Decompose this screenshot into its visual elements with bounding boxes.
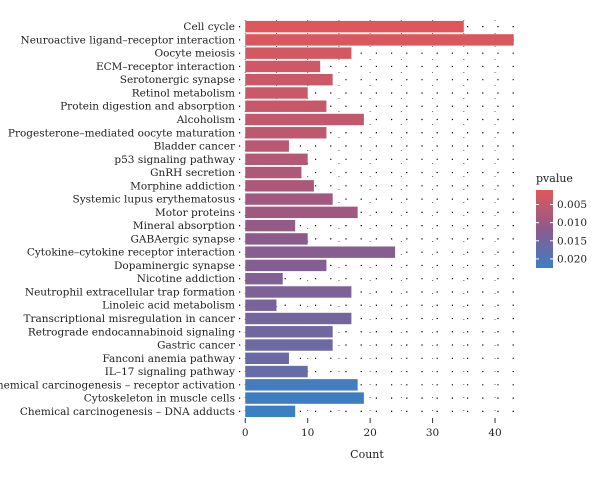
legend-tick-label: 0.010 xyxy=(557,217,587,229)
category-label: Transcriptional misregulation in cancer xyxy=(23,313,236,325)
bar xyxy=(245,365,308,378)
x-tick-label: 10 xyxy=(301,427,314,439)
bar xyxy=(245,153,308,166)
bar xyxy=(245,20,464,33)
category-label: Retinol metabolism xyxy=(132,87,235,99)
legend-title: pvalue xyxy=(536,172,573,185)
legend-tick-label: 0.015 xyxy=(557,235,587,247)
category-label: Cytoskeleton in muscle cells xyxy=(84,393,235,405)
category-label: Fanconi anemia pathway xyxy=(102,353,235,365)
category-label: Progesterone–mediated oocyte maturation xyxy=(8,127,235,139)
x-tick-label: 30 xyxy=(426,427,439,439)
bar xyxy=(245,326,333,338)
category-label: Oocyte meiosis xyxy=(155,48,236,60)
category-label: Protein digestion and absorption xyxy=(60,101,235,113)
category-label: Retrograde endocannabinoid signaling xyxy=(28,326,235,338)
bar xyxy=(245,140,289,152)
x-tick-label: 40 xyxy=(488,427,501,439)
bar xyxy=(245,47,352,59)
category-label: Serotonergic synapse xyxy=(120,74,235,86)
bar xyxy=(245,233,308,245)
category-label: Neuroactive ligand–receptor interaction xyxy=(21,34,236,46)
bar xyxy=(245,339,333,351)
bar-layer xyxy=(245,20,514,418)
category-label: Dopaminergic synapse xyxy=(114,260,235,272)
bar xyxy=(245,299,277,311)
bar xyxy=(245,87,308,99)
category-label: Motor proteins xyxy=(155,207,235,219)
category-label: Morphine addiction xyxy=(130,180,235,192)
bar xyxy=(245,193,333,205)
bar xyxy=(245,73,333,86)
category-label: Linoleic acid metabolism xyxy=(102,300,235,312)
x-axis: 0 10 20 30 40 xyxy=(242,418,502,439)
bar xyxy=(245,166,302,179)
x-tick-label: 20 xyxy=(363,427,376,439)
category-label: Neutrophil extracellular trap formation xyxy=(25,286,235,298)
bar xyxy=(245,127,327,139)
category-label: Cell cycle xyxy=(183,21,235,33)
bar xyxy=(245,219,296,232)
bar xyxy=(245,34,514,46)
bar xyxy=(245,206,358,219)
bar xyxy=(245,352,289,365)
bar xyxy=(245,100,327,112)
legend-colorbar xyxy=(536,190,553,268)
category-label: GABAergic synapse xyxy=(131,233,235,245)
bar xyxy=(245,312,352,325)
category-label: GnRH secretion xyxy=(150,167,235,179)
legend-tick-label: 0.005 xyxy=(557,199,587,211)
bar xyxy=(245,392,364,404)
category-label: Gastric cancer xyxy=(157,340,236,352)
category-label: Alcoholism xyxy=(176,114,235,126)
category-label: Chemical carcinogenesis – DNA adducts xyxy=(20,406,235,418)
bar xyxy=(245,379,358,391)
category-label: Cytokine–cytokine receptor interaction xyxy=(27,247,235,259)
color-legend: pvalue 0.005 0.010 0.015 0.020 xyxy=(536,172,587,268)
category-label: Nicotine addiction xyxy=(137,273,235,285)
bar xyxy=(245,180,314,192)
legend-tick-label: 0.020 xyxy=(557,253,587,265)
bar xyxy=(245,272,283,285)
bar xyxy=(245,60,321,73)
category-label: Bladder cancer xyxy=(154,141,236,153)
category-label: Chemical carcinogenesis – receptor activ… xyxy=(0,379,235,391)
category-label: Mineral absorption xyxy=(133,220,235,232)
bar xyxy=(245,405,296,418)
bar xyxy=(245,259,327,272)
bar xyxy=(245,246,396,258)
bar xyxy=(245,113,364,126)
bar xyxy=(245,286,352,298)
category-label: Systemic lupus erythematosus xyxy=(73,194,235,206)
x-axis-title: Count xyxy=(350,448,384,461)
category-label: IL–17 signaling pathway xyxy=(105,366,235,378)
x-tick-label: 0 xyxy=(242,427,249,439)
category-label: ECM–receptor interaction xyxy=(96,61,235,73)
legend-ticks: 0.005 0.010 0.015 0.020 xyxy=(536,199,587,265)
category-label: p53 signaling pathway xyxy=(114,154,235,166)
